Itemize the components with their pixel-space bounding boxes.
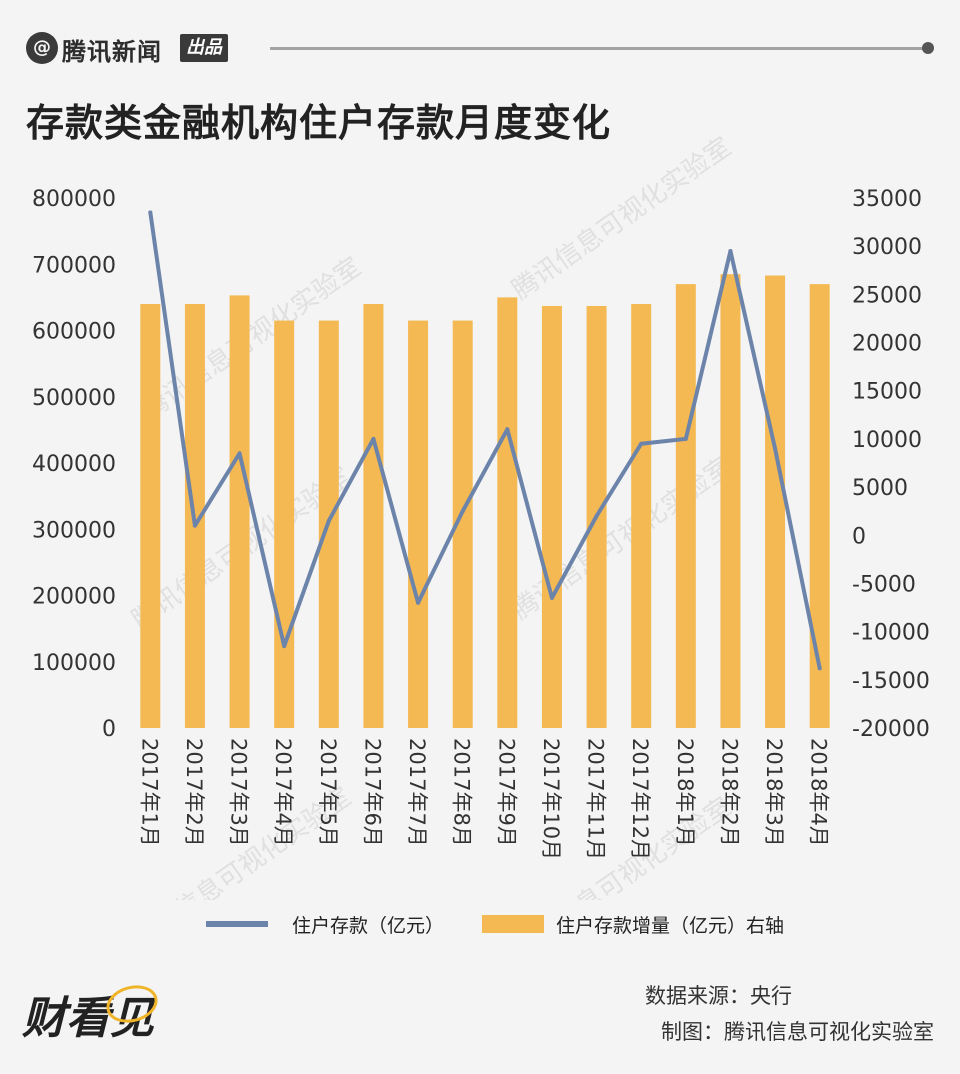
x-tick-label: 2017年9月 [494,738,518,847]
y-left-tick-label: 0 [102,717,116,742]
bar [229,295,250,728]
y-left-tick-label: 200000 [32,585,116,610]
y-right-tick-label: 0 [852,524,866,549]
x-tick-label: 2017年4月 [271,738,295,847]
watermark-text: 腾讯信息可视化实验室 [507,132,737,306]
line-point [416,600,421,605]
brand-tag: 出品 [180,34,228,62]
data-source: 数据来源：央行 [645,984,792,1008]
x-tick-label: 2017年10月 [539,738,563,860]
bar [497,297,518,728]
bar [452,320,473,728]
x-tick-label: 2017年1月 [137,738,161,847]
y-right-tick-label: 10000 [852,428,922,453]
y-right-tick-label: 20000 [852,332,922,357]
header-divider [270,47,926,50]
line-point [148,210,153,215]
line-point [192,523,197,528]
line-point [237,451,242,456]
line-point [728,249,733,253]
legend-item-bar: 住户存款增量（亿元）右轴 [482,906,784,942]
x-tick-label: 2017年6月 [360,738,384,847]
x-tick-label: 2017年3月 [227,738,251,847]
x-tick-label: 2017年7月 [405,738,429,847]
header-dot [922,42,934,54]
bar [541,305,562,728]
x-tick-label: 2017年11月 [584,738,608,860]
brand-name: 腾讯新闻 [62,38,162,66]
legend-item-line: 住户存款（亿元） [206,906,444,942]
y-right-tick-label: 30000 [852,235,922,260]
y-right-tick-label: 5000 [852,476,908,501]
y-left-tick-label: 500000 [32,386,116,411]
x-tick-label: 2017年12月 [628,738,652,860]
legend-label-bar: 住户存款增量（亿元）右轴 [556,914,785,937]
y-left-tick-label: 400000 [32,452,116,477]
chart-title: 存款类金融机构住户存款月度变化 [26,101,612,145]
y-left-tick-label: 800000 [32,187,116,212]
bar [363,304,384,728]
x-tick-label: 2017年5月 [316,738,340,847]
line-point [505,427,510,432]
y-right-tick-label: 15000 [852,380,922,405]
y-right-tick-label: 35000 [852,187,922,212]
x-tick-label: 2018年1月 [673,738,697,847]
x-tick-label: 2017年8月 [450,738,474,847]
legend-swatch-bar [482,915,544,933]
bar [631,304,652,728]
chart: 腾讯信息可视化实验室腾讯信息可视化实验室腾讯信息可视化实验室腾讯信息可视化实验室… [32,132,930,900]
tencent-news-logo-icon: @ [26,32,58,64]
legend-swatch-line [206,921,268,927]
bar [274,320,295,728]
x-tick-label: 2018年4月 [807,738,831,847]
y-left-tick-label: 300000 [32,518,116,543]
line-point [371,436,376,441]
series-line [148,210,822,671]
line-point [326,518,331,523]
line-point [683,436,688,441]
line-point [282,644,287,649]
footer-logo: 财看见 [22,993,154,1044]
y-left-tick-label: 700000 [32,253,116,278]
line-point [549,595,554,600]
y-left-tick-label: 600000 [32,320,116,345]
bar [675,284,696,728]
line-point [639,441,644,446]
line-point [773,446,778,451]
bar [765,275,786,728]
y-right-tick-label: -15000 [852,669,930,694]
bar [140,304,161,728]
legend: 住户存款（亿元） 住户存款增量（亿元）右轴 [0,906,960,942]
y-right-tick-label: 25000 [852,283,922,308]
y-right-tick-label: -5000 [852,572,916,597]
y-left-tick-label: 100000 [32,651,116,676]
line-point [817,666,822,671]
bar [720,274,741,728]
legend-label-line: 住户存款（亿元） [292,914,445,937]
x-tick-label: 2017年2月 [182,738,206,847]
line-point [594,514,599,518]
chart-maker: 制图：腾讯信息可视化实验室 [661,1020,934,1044]
bar [809,284,830,728]
x-tick-label: 2018年3月 [762,738,786,847]
line-point [460,509,465,514]
y-right-tick-label: -10000 [852,621,930,646]
header: @ 腾讯新闻 出品 [22,28,938,68]
y-right-tick-label: -20000 [852,717,930,742]
bar [408,320,429,728]
x-tick-label: 2018年2月 [717,738,741,847]
